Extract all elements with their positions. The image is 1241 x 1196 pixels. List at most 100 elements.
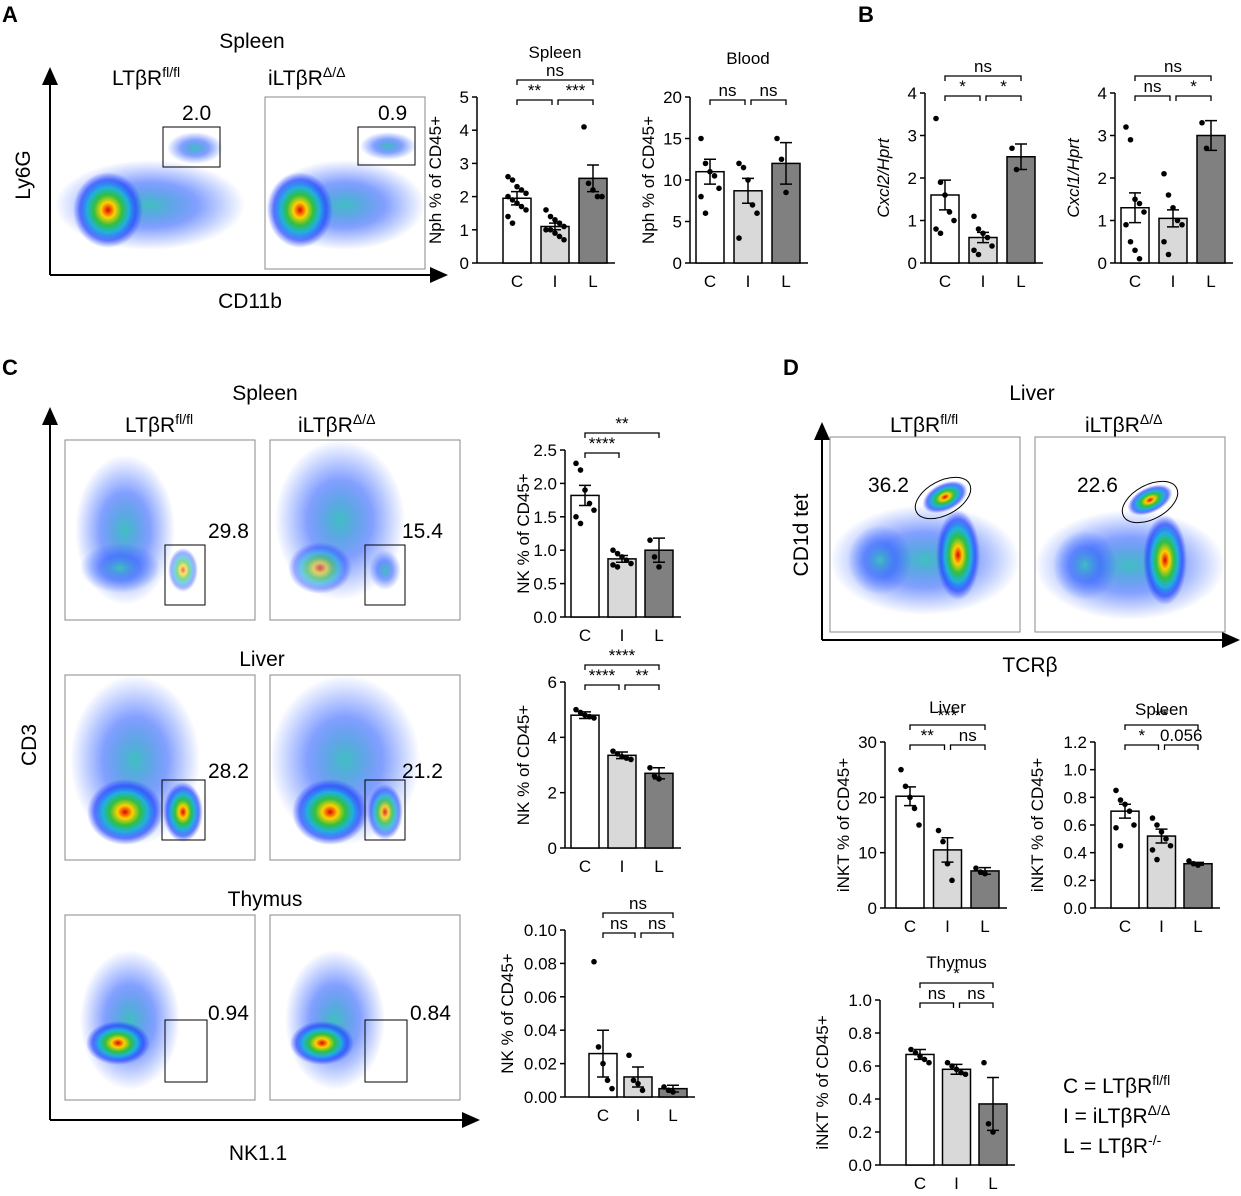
data-point — [1113, 824, 1119, 831]
data-point — [630, 1077, 637, 1084]
data-point — [628, 560, 634, 567]
density — [73, 172, 143, 248]
data-point — [971, 213, 977, 220]
axis-label: CD11b — [218, 290, 282, 313]
data-point — [556, 233, 563, 240]
significance-bracket — [1163, 744, 1199, 750]
y-axis-label: iNKT % of CD45+ — [1028, 758, 1047, 892]
y-tick-label: 1 — [908, 212, 917, 231]
significance-bracket — [750, 99, 787, 105]
density — [1127, 484, 1173, 516]
error-bar — [904, 786, 916, 807]
significance-bracket — [909, 744, 946, 750]
y-axis-label: iNKT % of CD45+ — [813, 1015, 832, 1149]
data-point — [561, 223, 567, 230]
data-point — [1161, 238, 1167, 245]
y-axis-label: NK % of CD45+ — [498, 953, 517, 1074]
plot-frame — [64, 674, 256, 861]
chart-title: Liver — [929, 698, 966, 717]
error-bar — [1119, 803, 1131, 819]
density — [288, 542, 352, 594]
y-tick-label: 0.0 — [848, 1156, 872, 1175]
x-tick-label: L — [1206, 272, 1215, 291]
y-axis-label: NK % of CD45+ — [514, 705, 533, 826]
tissue: Spleen — [232, 382, 297, 405]
plot-frame — [269, 674, 461, 861]
bar-chart: Liver iNKT % of CD45+ 0 10 20 30 C I L ** ns*** — [834, 698, 1007, 936]
density — [290, 1021, 354, 1065]
data-point — [1161, 170, 1167, 177]
data-point — [1186, 858, 1192, 864]
x-tick-label: I — [636, 1106, 641, 1125]
x-tick-label: I — [945, 917, 950, 936]
data-point — [581, 124, 587, 130]
y-tick-label: 0.5 — [533, 575, 557, 594]
y-axis-label: Nph % of CD45+ — [639, 116, 658, 244]
gate — [914, 476, 972, 520]
x-tick-label: C — [939, 272, 951, 291]
data-point — [977, 869, 984, 875]
plot-frame — [64, 439, 256, 621]
y-tick-label: 0.4 — [1063, 844, 1087, 863]
significance-label: ns — [974, 57, 992, 76]
y-tick-label: 20 — [663, 88, 682, 107]
data-point — [547, 213, 554, 220]
x-tick-label: L — [1016, 272, 1025, 291]
data-point — [523, 190, 529, 197]
data-point — [951, 217, 957, 224]
x-tick-label: L — [1193, 917, 1202, 936]
data-point — [926, 1059, 932, 1066]
data-point — [949, 877, 955, 884]
gate-value: 0.84 — [410, 1002, 451, 1025]
panel-label: A — [2, 2, 18, 27]
gate-value: 22.6 — [1077, 474, 1118, 497]
error-bar — [941, 836, 954, 863]
significance-label: * — [1190, 77, 1197, 96]
x-tick-label: I — [1159, 917, 1164, 936]
gate — [161, 779, 206, 841]
error-bar — [667, 1084, 679, 1093]
flow-plots — [42, 67, 1240, 1128]
y-tick-label: 0 — [548, 839, 557, 858]
y-tick-label: 0.6 — [1063, 816, 1087, 835]
y-tick-label: 3 — [460, 154, 469, 173]
density — [86, 1021, 150, 1065]
data-point — [599, 193, 605, 200]
error-bar — [579, 484, 591, 507]
x-tick-label: C — [904, 917, 916, 936]
data-point — [736, 160, 742, 167]
group: LTβRfl/fl — [125, 411, 193, 437]
data-point — [1174, 217, 1181, 224]
error-bar — [632, 1066, 644, 1088]
significance-bracket — [919, 1002, 955, 1008]
gate-value: 28.2 — [208, 760, 249, 783]
data-point — [774, 135, 780, 142]
x-tick-label: C — [1119, 917, 1131, 936]
bar-chart: Thymus iNKT % of CD45+ 0.0 0.2 0.4 0.6 0.8 1.0 C… — [813, 953, 1015, 1193]
significance-bracket — [584, 432, 660, 438]
data-point — [626, 1052, 632, 1059]
chart-title: Thymus — [926, 953, 986, 972]
x-tick-label: C — [579, 857, 591, 876]
data-point — [647, 537, 653, 543]
plot-frame — [269, 914, 461, 1101]
error-bar — [1129, 192, 1141, 224]
data-point — [651, 554, 658, 560]
data-point — [543, 227, 549, 233]
y-tick-label: 0.00 — [524, 1088, 557, 1107]
y-axis-label: Nph % of CD45+ — [426, 116, 445, 244]
data-point — [577, 520, 584, 527]
x-tick-label: C — [914, 1174, 926, 1193]
error-bar — [597, 1029, 609, 1078]
tissue: Spleen — [219, 30, 284, 53]
y-tick-label: 5 — [460, 88, 469, 107]
y-tick-label: 15 — [663, 130, 682, 149]
x-tick-label: L — [588, 272, 597, 291]
data-point — [711, 173, 718, 179]
significance-bracket — [516, 99, 553, 105]
significance-label: ns — [629, 894, 647, 913]
data-point — [911, 805, 918, 812]
data-point — [591, 715, 597, 721]
x-tick-label: L — [654, 857, 663, 876]
data-point — [509, 177, 516, 183]
